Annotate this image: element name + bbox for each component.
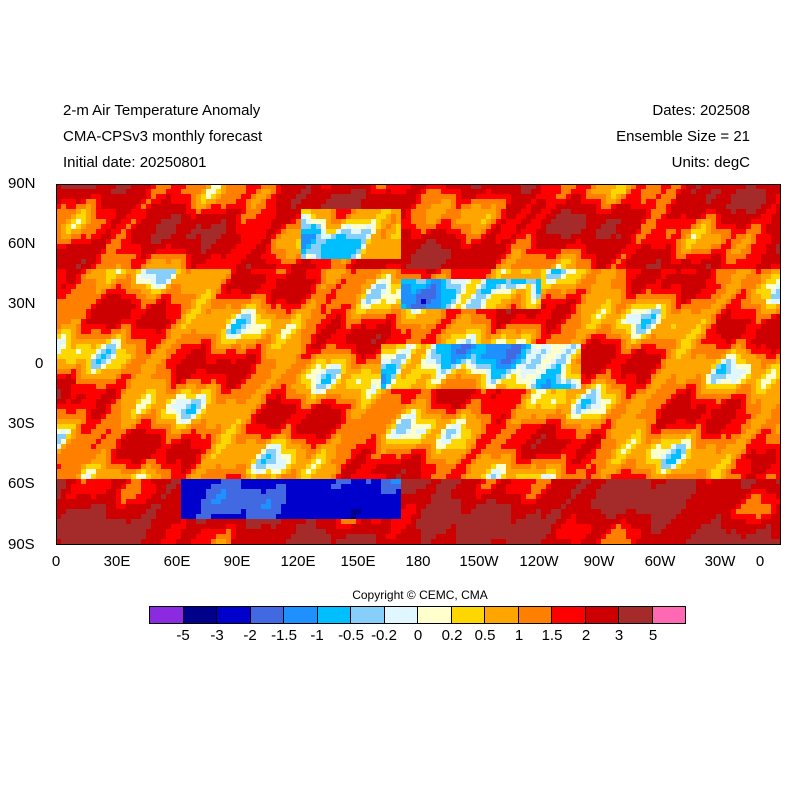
colorbar-label: -3 bbox=[210, 627, 224, 644]
title-block: 2-m Air Temperature Anomaly CMA-CPSv3 mo… bbox=[63, 98, 262, 176]
colorbar-swatch bbox=[217, 607, 251, 623]
colorbar-swatch bbox=[317, 607, 351, 623]
lon-label: 60E bbox=[163, 553, 191, 570]
title-line: 2-m Air Temperature Anomaly bbox=[63, 102, 261, 119]
anomaly-map bbox=[56, 184, 781, 545]
lat-label: 60N bbox=[8, 235, 36, 252]
colorbar-label: -0.2 bbox=[371, 627, 397, 644]
lon-label: 30W bbox=[704, 553, 736, 570]
colorbar-label: -1 bbox=[310, 627, 324, 644]
colorbar-label: 0 bbox=[413, 627, 423, 644]
colorbar-swatch bbox=[451, 607, 485, 623]
lat-label: 30S bbox=[8, 415, 35, 432]
colorbar-swatch bbox=[418, 607, 452, 623]
colorbar-label: -0.5 bbox=[338, 627, 364, 644]
colorbar-label: 1 bbox=[514, 627, 524, 644]
info-block: Dates: 202508 Ensemble Size = 21 Units: … bbox=[616, 98, 750, 176]
dates-line: Dates: 202508 bbox=[652, 102, 750, 119]
colorbar-swatch bbox=[619, 607, 653, 623]
colorbar bbox=[149, 606, 686, 624]
colorbar-label: 0.5 bbox=[474, 627, 496, 644]
lat-label: 30N bbox=[8, 295, 36, 312]
map-field bbox=[56, 184, 781, 545]
colorbar-swatch bbox=[518, 607, 552, 623]
colorbar-swatch bbox=[652, 607, 685, 623]
lon-label: 150E bbox=[340, 553, 376, 570]
lat-label: 90N bbox=[8, 175, 36, 192]
subtitle-line: CMA-CPSv3 monthly forecast bbox=[63, 128, 263, 145]
colorbar-swatch bbox=[250, 607, 284, 623]
colorbar-swatch bbox=[284, 607, 318, 623]
colorbar-swatch bbox=[552, 607, 586, 623]
colorbar-label: -2 bbox=[243, 627, 257, 644]
lon-label: 120W bbox=[519, 553, 559, 570]
colorbar-label: -1.5 bbox=[271, 627, 297, 644]
copyright-text: Copyright © CEMC, CMA bbox=[352, 588, 488, 602]
lon-label: 30E bbox=[103, 553, 131, 570]
ensemble-size-line: Ensemble Size = 21 bbox=[616, 128, 750, 145]
colorbar-label: 2 bbox=[581, 627, 591, 644]
lon-label: 60W bbox=[644, 553, 676, 570]
colorbar-label: 3 bbox=[614, 627, 624, 644]
lat-label: 60S bbox=[8, 475, 35, 492]
colorbar-swatch bbox=[485, 607, 519, 623]
lon-label: 120E bbox=[280, 553, 316, 570]
colorbar-swatch bbox=[384, 607, 418, 623]
lon-label: 180 bbox=[405, 553, 431, 570]
lon-label: 90W bbox=[583, 553, 615, 570]
lon-label: 150W bbox=[459, 553, 499, 570]
lon-label: 90E bbox=[223, 553, 251, 570]
colorbar-swatch bbox=[351, 607, 385, 623]
colorbar-swatch bbox=[150, 607, 184, 623]
colorbar-label: 1.5 bbox=[541, 627, 563, 644]
lat-label: 0 bbox=[35, 355, 44, 372]
colorbar-label: 0.2 bbox=[441, 627, 463, 644]
anomaly-cells bbox=[56, 184, 781, 545]
colorbar-label: -5 bbox=[176, 627, 190, 644]
colorbar-swatch bbox=[585, 607, 619, 623]
colorbar-swatch bbox=[183, 607, 217, 623]
colorbar-label: 5 bbox=[648, 627, 658, 644]
lon-label: 0 bbox=[51, 553, 61, 570]
units-line: Units: degC bbox=[671, 154, 750, 171]
lat-label: 90S bbox=[8, 536, 35, 553]
initial-date-line: Initial date: 20250801 bbox=[63, 154, 207, 171]
lon-label: 0 bbox=[755, 553, 765, 570]
map-frame bbox=[56, 184, 781, 545]
